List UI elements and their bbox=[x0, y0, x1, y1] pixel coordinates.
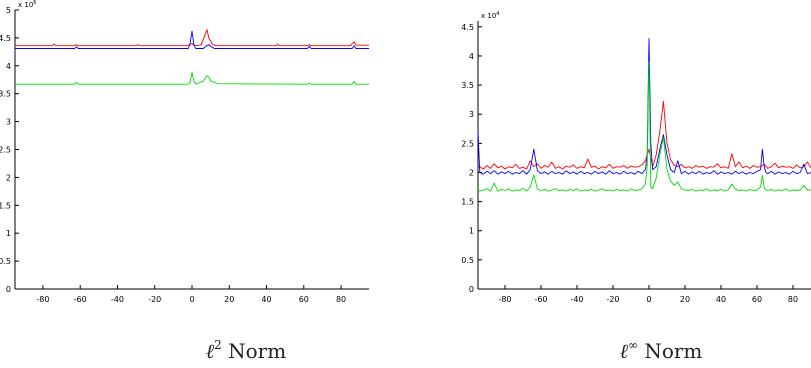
l2-norm-y-tick-label: 5 bbox=[6, 6, 11, 15]
l2-norm-x-tick-label: 60 bbox=[299, 295, 309, 304]
l2-norm-multiplier: x 106 bbox=[18, 0, 36, 9]
linf-norm-x-tick-label: 40 bbox=[716, 295, 726, 304]
linf-norm-x-tick-label: 0 bbox=[646, 295, 651, 304]
linf-norm-y-tick-label: 0 bbox=[469, 285, 474, 294]
right-panel-caption: ℓ∞ Norm bbox=[591, 338, 731, 364]
left-caption-word: Norm bbox=[228, 339, 287, 363]
l2-norm-x-tick-label: -60 bbox=[74, 295, 87, 304]
linf-norm-series-line-3 bbox=[477, 61, 811, 192]
l2-norm-multiplier-exponent: 6 bbox=[33, 0, 36, 6]
l2-norm-x-tick-label: -80 bbox=[36, 295, 49, 304]
l2-norm-x-tick-label: -20 bbox=[148, 295, 161, 304]
l2-norm-x-tick-label: 0 bbox=[189, 295, 194, 304]
l2-norm-y-tick-label: 3.5 bbox=[0, 90, 11, 99]
l2-norm-y-tick-label: 4.5 bbox=[0, 34, 11, 43]
l2-norm-y-tick-label: 3 bbox=[6, 118, 11, 127]
right-caption-word: Norm bbox=[644, 339, 703, 363]
linf-norm-x-tick-label: -40 bbox=[570, 295, 583, 304]
linf-norm-x-tick-label: 80 bbox=[788, 295, 798, 304]
linf-norm-multiplier: x 104 bbox=[481, 11, 499, 20]
linf-norm-x-tick-label: -80 bbox=[498, 295, 511, 304]
l2-norm-y-tick-label: 1.5 bbox=[0, 201, 11, 210]
linf-norm-y-tick-label: 3.5 bbox=[461, 81, 474, 90]
l2-norm-series-line-3 bbox=[15, 72, 369, 85]
linf-norm-y-tick-label: 2.5 bbox=[461, 139, 474, 148]
linf-norm-y-tick-label: 0.5 bbox=[461, 256, 474, 265]
linf-norm-y-tick-label: 4 bbox=[469, 52, 474, 61]
linf-norm-multiplier-exponent: 4 bbox=[496, 11, 499, 17]
l2-norm-y-tick-label: 0.5 bbox=[0, 257, 11, 266]
l2-norm-x-tick-label: 20 bbox=[224, 295, 234, 304]
l2-norm-panel: 0 0.5 1 1.5 2 2.5 3 3.5 4 4.5 5 -80 -60 -40 -20 0 20 40 60… bbox=[0, 0, 369, 304]
l2-norm-x-tick-label: 40 bbox=[261, 295, 271, 304]
linf-norm-y-tick-label: 1.5 bbox=[461, 198, 474, 207]
left-caption-symbol: ℓ bbox=[205, 339, 215, 363]
right-caption-exponent: ∞ bbox=[627, 338, 638, 352]
linf-norm-y-tick-label: 3 bbox=[469, 110, 474, 119]
left-panel-caption: ℓ2 Norm bbox=[176, 338, 316, 364]
linf-norm-x-tick-label: -20 bbox=[606, 295, 619, 304]
linf-norm-series-line-1 bbox=[477, 100, 811, 170]
right-caption-symbol: ℓ bbox=[619, 339, 628, 363]
l2-norm-series-line-2 bbox=[15, 30, 369, 49]
l2-norm-y-tick-label: 0 bbox=[6, 285, 11, 294]
l2-norm-series-line-1 bbox=[15, 29, 369, 47]
linf-norm-y-tick-label: 2 bbox=[469, 168, 474, 177]
linf-norm-y-tick-label: 4.5 bbox=[461, 23, 474, 32]
l2-norm-y-tick-label: 1 bbox=[6, 229, 11, 238]
linf-norm-y-tick-label: 1 bbox=[469, 227, 474, 236]
linf-norm-x-tick-label: -60 bbox=[534, 295, 547, 304]
l2-norm-y-tick-label: 2 bbox=[6, 173, 11, 182]
linf-norm-panel: 0 0.5 1 1.5 2 2.5 3 3.5 4 4.5 -80 -60 -40 -20 0 20 40 60 8… bbox=[461, 11, 811, 304]
l2-norm-y-tick-label: 4 bbox=[6, 62, 11, 71]
linf-norm-series-line-2 bbox=[477, 38, 811, 175]
l2-norm-x-tick-label: 80 bbox=[336, 295, 346, 304]
linf-norm-x-tick-label: 60 bbox=[752, 295, 762, 304]
left-caption-exponent: 2 bbox=[214, 338, 222, 352]
l2-norm-x-tick-label: -40 bbox=[111, 295, 124, 304]
linf-norm-x-tick-label: 20 bbox=[680, 295, 690, 304]
l2-norm-y-tick-label: 2.5 bbox=[0, 146, 11, 155]
